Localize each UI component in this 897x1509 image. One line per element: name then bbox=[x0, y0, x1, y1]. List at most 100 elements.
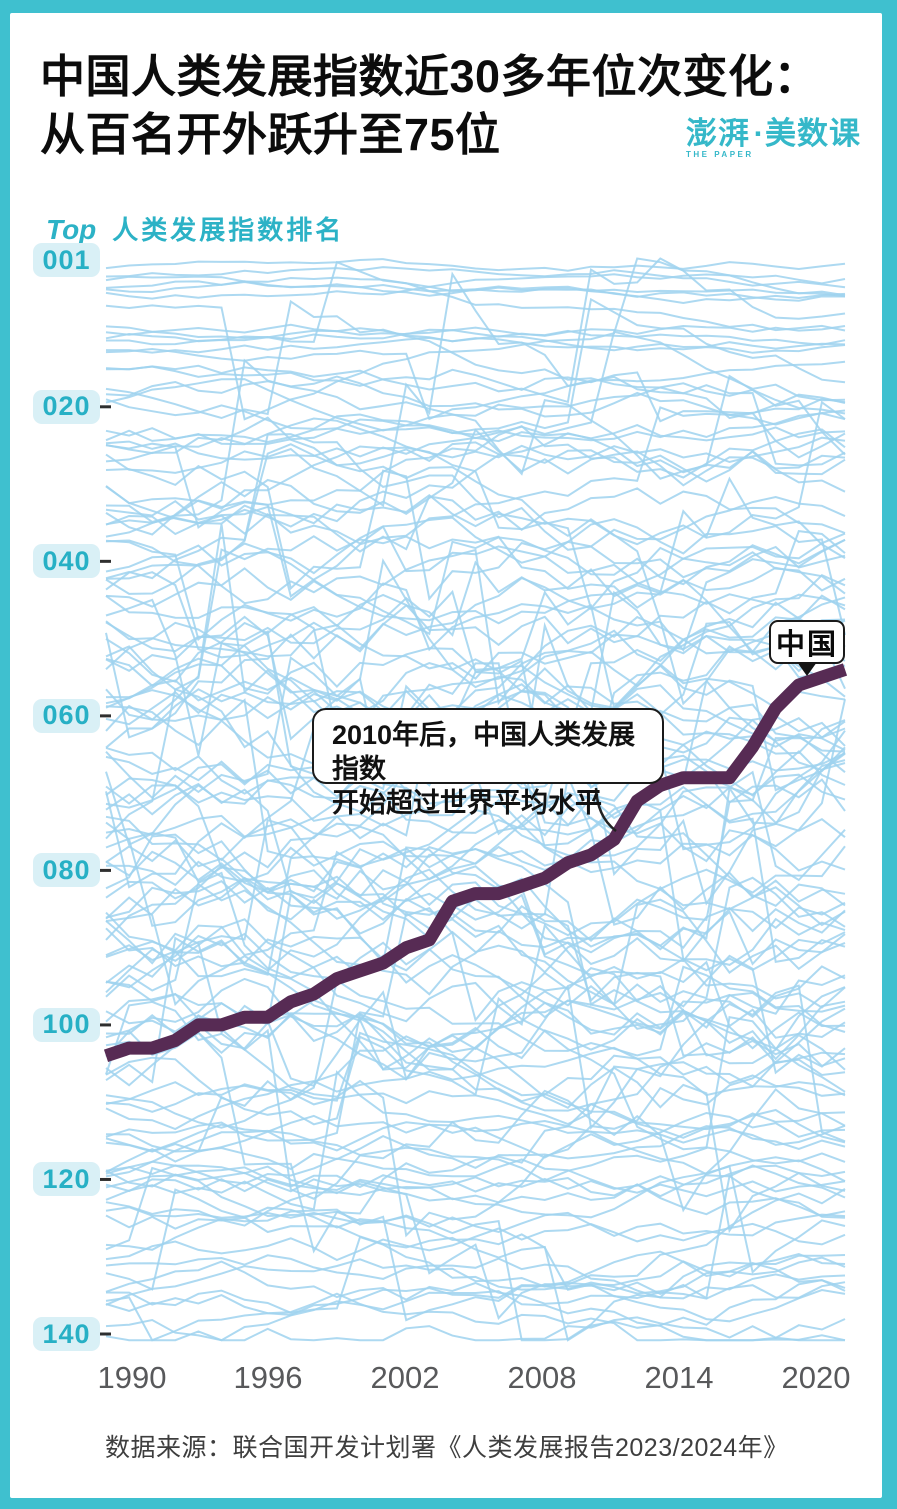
background-line bbox=[105, 996, 846, 1183]
background-line bbox=[105, 601, 846, 688]
background-line bbox=[105, 918, 846, 1030]
background-line bbox=[105, 1070, 846, 1211]
background-line bbox=[105, 1125, 846, 1171]
background-line bbox=[105, 271, 846, 523]
background-line bbox=[105, 530, 846, 706]
background-line bbox=[105, 476, 846, 691]
china-label: 中国 bbox=[769, 620, 845, 664]
y-tick-label: 040 bbox=[33, 544, 100, 579]
background-line bbox=[105, 1222, 846, 1262]
background-line bbox=[105, 871, 846, 1050]
background-line bbox=[105, 1157, 846, 1198]
background-line bbox=[105, 1174, 846, 1314]
china-label-pointer bbox=[797, 662, 817, 676]
x-tick-label: 2020 bbox=[781, 1360, 851, 1395]
background-line bbox=[105, 833, 846, 956]
background-line bbox=[105, 347, 846, 421]
x-tick-label: 2014 bbox=[644, 1360, 714, 1395]
background-line bbox=[105, 330, 846, 444]
background-line bbox=[105, 273, 846, 288]
background-lines bbox=[105, 257, 846, 1342]
background-line bbox=[105, 595, 846, 734]
background-line bbox=[105, 1290, 846, 1342]
background-line bbox=[105, 257, 846, 404]
background-line bbox=[105, 1206, 846, 1237]
background-line bbox=[105, 1258, 846, 1306]
y-tick-label: 020 bbox=[33, 389, 100, 424]
title-line-1: 中国人类发展指数近30多年位次变化： bbox=[40, 51, 820, 102]
background-line bbox=[105, 464, 846, 601]
background-line bbox=[105, 358, 846, 538]
x-tick-label: 1996 bbox=[233, 1360, 303, 1395]
background-line bbox=[105, 1250, 846, 1316]
background-line bbox=[105, 257, 846, 421]
background-line bbox=[105, 1164, 846, 1193]
source-note: 数据来源：联合国开发计划署《人类发展报告2023/2024年》 bbox=[105, 1434, 789, 1462]
background-line bbox=[105, 664, 846, 739]
background-line bbox=[105, 770, 846, 899]
background-line bbox=[105, 433, 846, 580]
y-tick-label: 001 bbox=[33, 243, 100, 277]
background-line bbox=[105, 855, 846, 1130]
axis-title: Top 人类发展指数排名 bbox=[46, 210, 344, 247]
background-line bbox=[105, 324, 846, 341]
background-line bbox=[105, 1029, 846, 1254]
background-line bbox=[105, 406, 846, 598]
background-line bbox=[105, 1208, 846, 1322]
background-line bbox=[105, 1188, 846, 1342]
background-line bbox=[105, 1166, 846, 1291]
background-line bbox=[106, 336, 846, 354]
background-line bbox=[105, 992, 846, 1067]
background-line bbox=[105, 792, 846, 908]
background-line bbox=[105, 428, 846, 536]
background-line bbox=[105, 932, 846, 1075]
background-line bbox=[105, 1260, 846, 1323]
y-tick-label: 140 bbox=[33, 1317, 100, 1351]
background-line bbox=[105, 538, 846, 695]
axis-title-top: Top bbox=[46, 214, 97, 245]
background-line bbox=[105, 1046, 846, 1131]
logo-suffix-text: ·美数课 bbox=[753, 116, 861, 151]
page-title: 中国人类发展指数近30多年位次变化： 从百名开外跃升至75位 bbox=[40, 48, 860, 164]
background-line bbox=[105, 299, 846, 467]
background-line bbox=[105, 432, 846, 528]
annotation-line-2: 开始超过世界平均水平 bbox=[332, 788, 602, 818]
background-line bbox=[105, 936, 846, 1234]
background-line bbox=[105, 378, 846, 432]
background-line bbox=[105, 772, 846, 927]
annotation-callout: 2010年后，中国人类发展指数 开始超过世界平均水平 bbox=[312, 708, 664, 818]
background-line bbox=[105, 566, 846, 659]
x-tick-label: 2008 bbox=[507, 1360, 577, 1395]
background-line bbox=[105, 487, 846, 553]
background-line bbox=[105, 558, 846, 800]
background-line bbox=[105, 416, 846, 493]
background-line bbox=[105, 801, 846, 964]
background-line bbox=[105, 1119, 846, 1152]
logo-brand-text: 澎湃 bbox=[685, 116, 750, 151]
annotation-line-1: 2010年后，中国人类发展指数 bbox=[332, 720, 636, 784]
background-line bbox=[105, 1111, 846, 1159]
x-tick-label: 2002 bbox=[370, 1360, 440, 1395]
logo-brand-subtext: THE PAPER bbox=[685, 150, 754, 159]
tick-marks bbox=[98, 405, 111, 1336]
background-line bbox=[105, 798, 846, 887]
background-line bbox=[105, 524, 846, 721]
background-line bbox=[105, 1316, 845, 1342]
background-line bbox=[105, 266, 846, 289]
background-line bbox=[105, 1000, 846, 1213]
background-line bbox=[105, 1292, 846, 1342]
brand-logo: 澎湃 THE PAPER ·美数课 bbox=[686, 118, 861, 159]
background-line bbox=[105, 323, 846, 346]
background-line bbox=[105, 1176, 846, 1227]
background-line bbox=[105, 258, 846, 272]
background-line bbox=[105, 560, 846, 739]
logo-brand-block: 澎湃 THE PAPER bbox=[686, 118, 754, 159]
y-tick-label: 120 bbox=[33, 1162, 100, 1197]
background-line bbox=[105, 1206, 846, 1342]
y-tick-label: 080 bbox=[33, 853, 100, 888]
background-line bbox=[105, 593, 846, 683]
background-line bbox=[105, 1016, 846, 1182]
background-line bbox=[105, 620, 846, 805]
